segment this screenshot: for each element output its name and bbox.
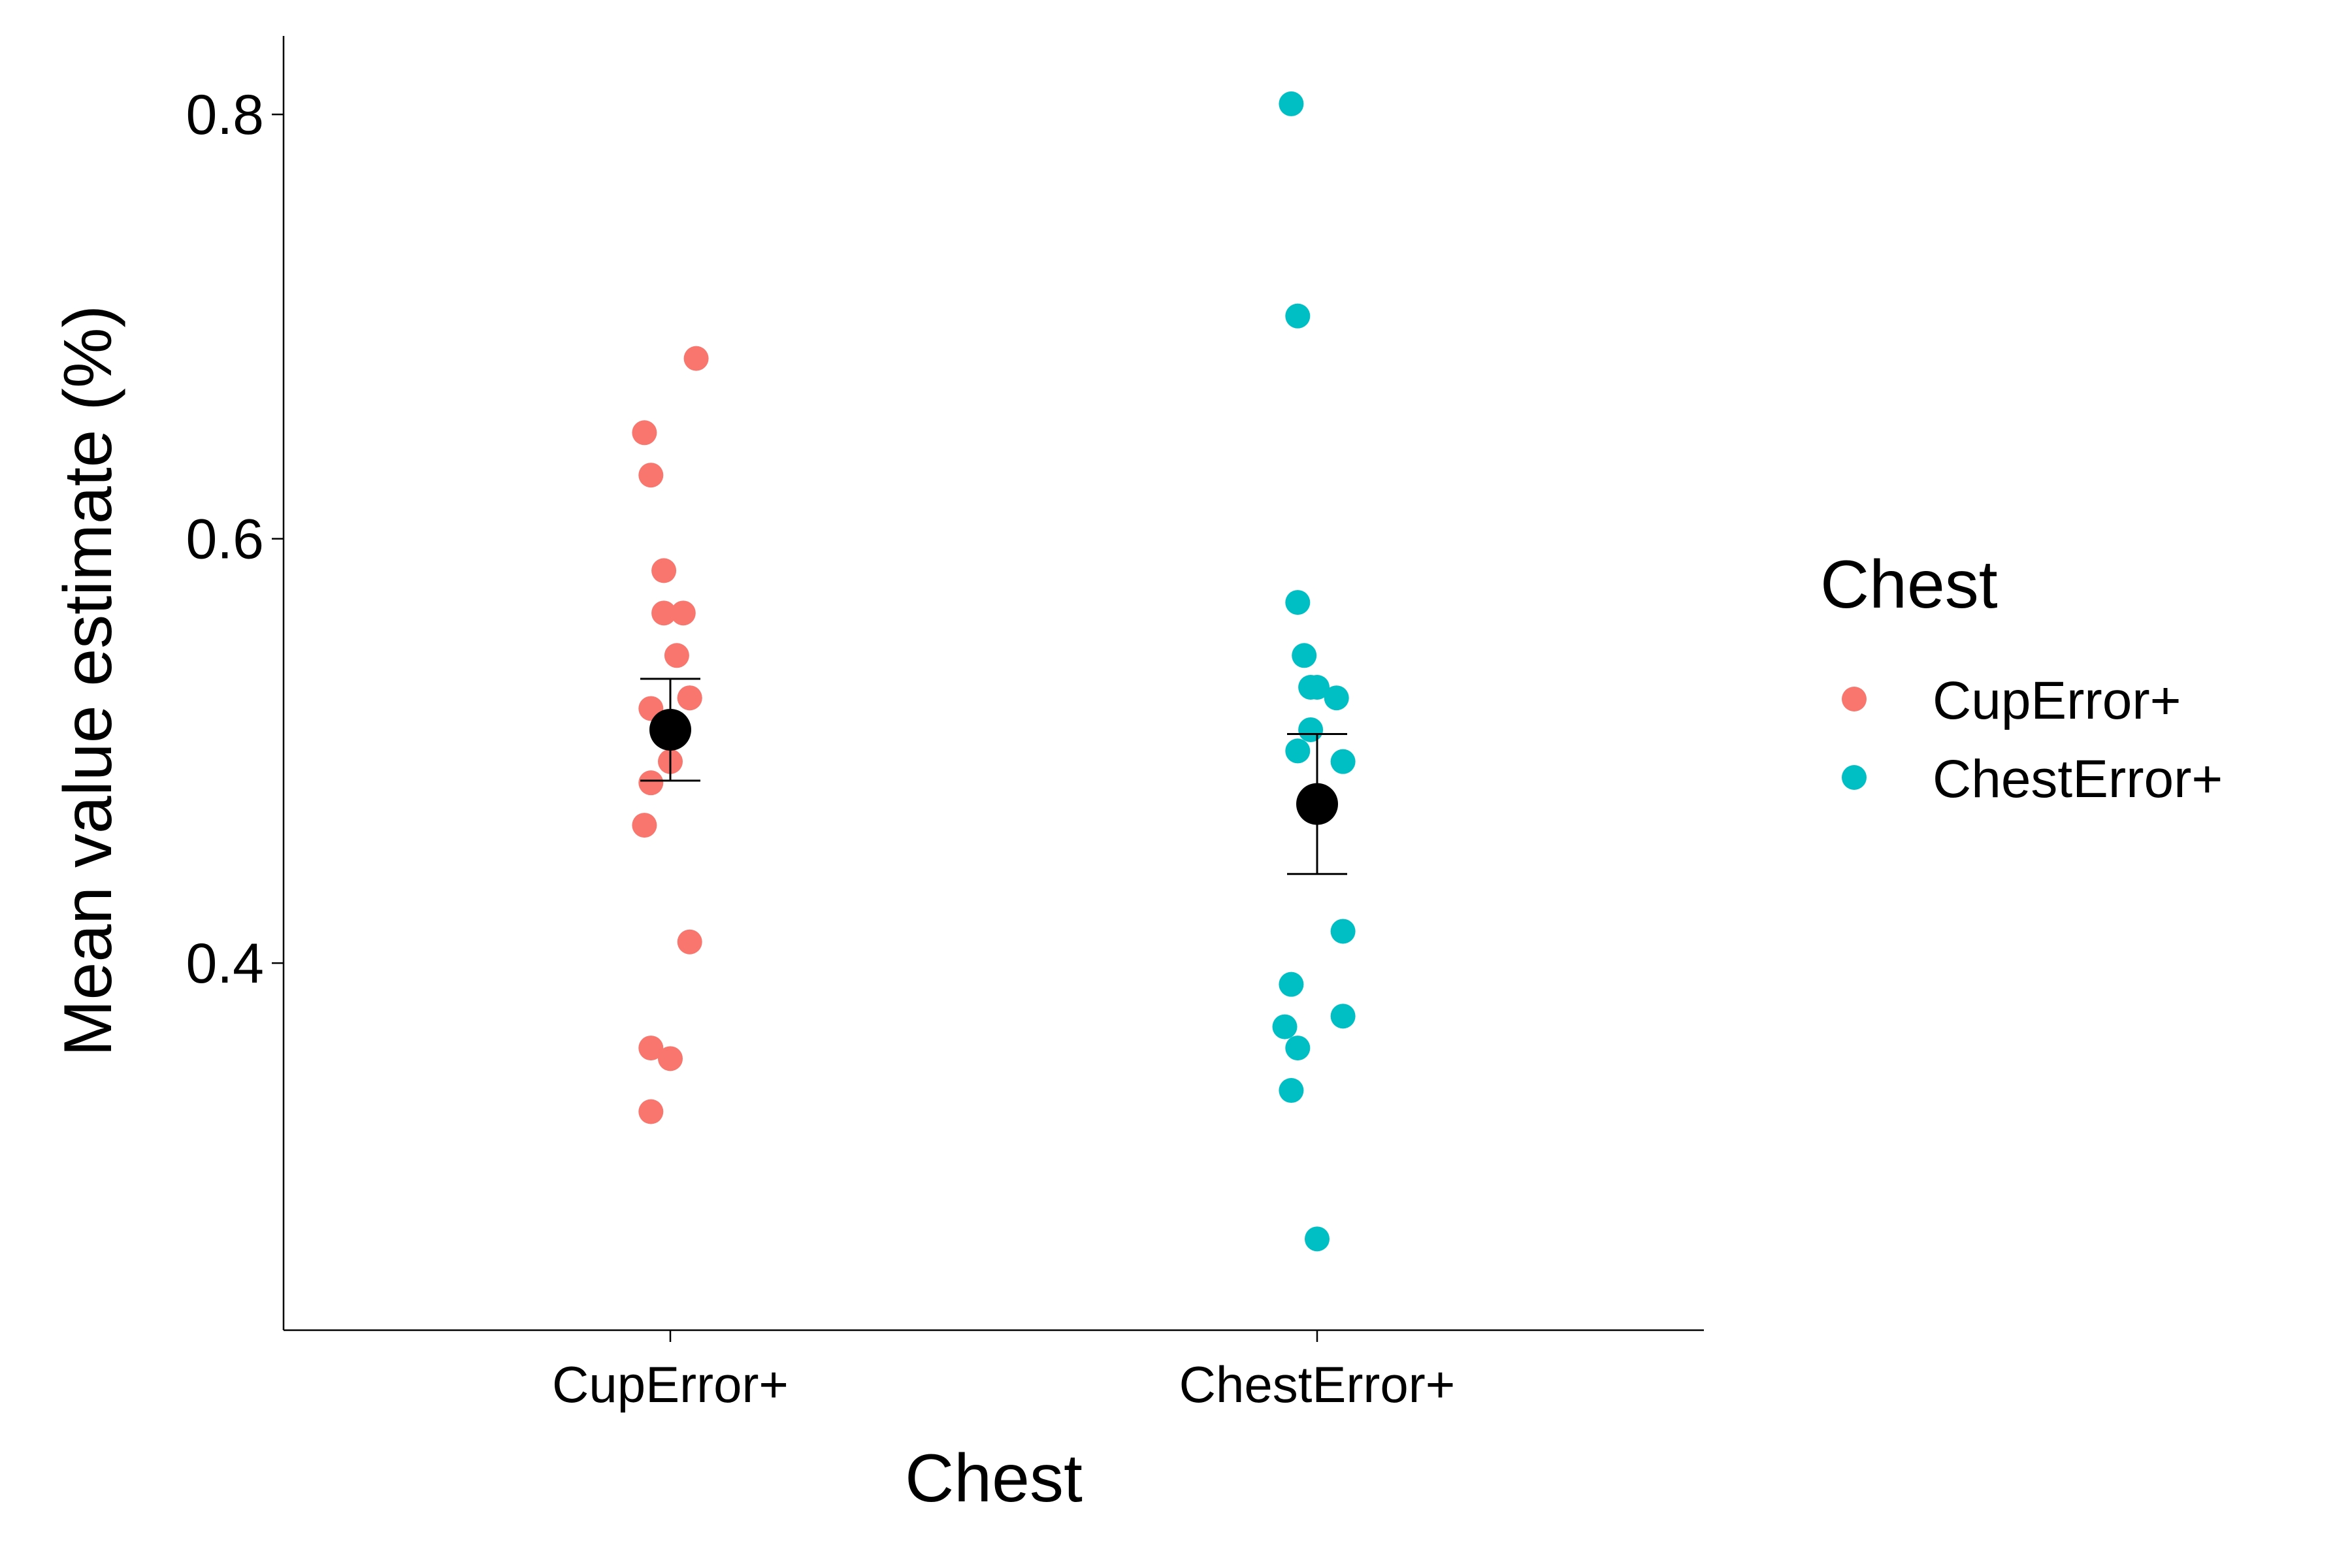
data-point — [670, 600, 696, 626]
data-point — [664, 643, 689, 668]
data-point — [683, 346, 709, 371]
mean-point — [1296, 783, 1338, 825]
legend-key — [1842, 765, 1867, 790]
data-point — [632, 420, 657, 446]
data-point — [1272, 1014, 1298, 1039]
data-point — [1285, 1036, 1311, 1061]
axes: 0.4 0.6 0.8 CupError+ ChestError+ — [186, 36, 1704, 1413]
x-axis-title: Chest — [905, 1441, 1083, 1516]
legend-label: CupError+ — [1933, 671, 2181, 730]
data-point — [658, 1046, 683, 1071]
data-point — [1279, 1078, 1304, 1103]
data-point — [651, 558, 677, 583]
data-point — [1285, 303, 1311, 329]
data-point — [1285, 590, 1311, 615]
x-tick-label: CupError+ — [552, 1356, 789, 1413]
data-point — [1330, 749, 1356, 774]
plot-area — [632, 91, 1356, 1252]
data-point — [1330, 1004, 1356, 1029]
data-point — [677, 685, 702, 711]
y-tick-label: 0.6 — [186, 508, 264, 571]
data-point — [1279, 91, 1304, 116]
data-point — [1305, 1226, 1330, 1252]
y-tick-label: 0.4 — [186, 932, 264, 995]
data-point — [1285, 738, 1311, 764]
data-point — [638, 463, 664, 488]
data-point — [638, 770, 664, 796]
data-point — [638, 1099, 664, 1124]
x-tick-label: ChestError+ — [1179, 1356, 1456, 1413]
legend-label: ChestError+ — [1933, 749, 2223, 809]
mean-point — [649, 708, 691, 751]
data-point — [632, 813, 657, 838]
data-point — [651, 600, 677, 626]
data-point — [1305, 674, 1330, 700]
data-point — [677, 929, 702, 955]
data-point — [1330, 919, 1356, 944]
legend: Chest CupError+ ChestError+ — [1820, 547, 2223, 809]
legend-title: Chest — [1820, 547, 1998, 623]
data-point — [1292, 643, 1317, 668]
data-point — [1324, 685, 1349, 711]
legend-key — [1842, 687, 1867, 711]
data-point — [638, 1036, 664, 1061]
y-tick-label: 0.8 — [186, 84, 264, 146]
y-axis-title: Mean value estimate (%) — [50, 305, 126, 1056]
data-point — [1279, 972, 1304, 997]
data-point — [1298, 717, 1324, 742]
